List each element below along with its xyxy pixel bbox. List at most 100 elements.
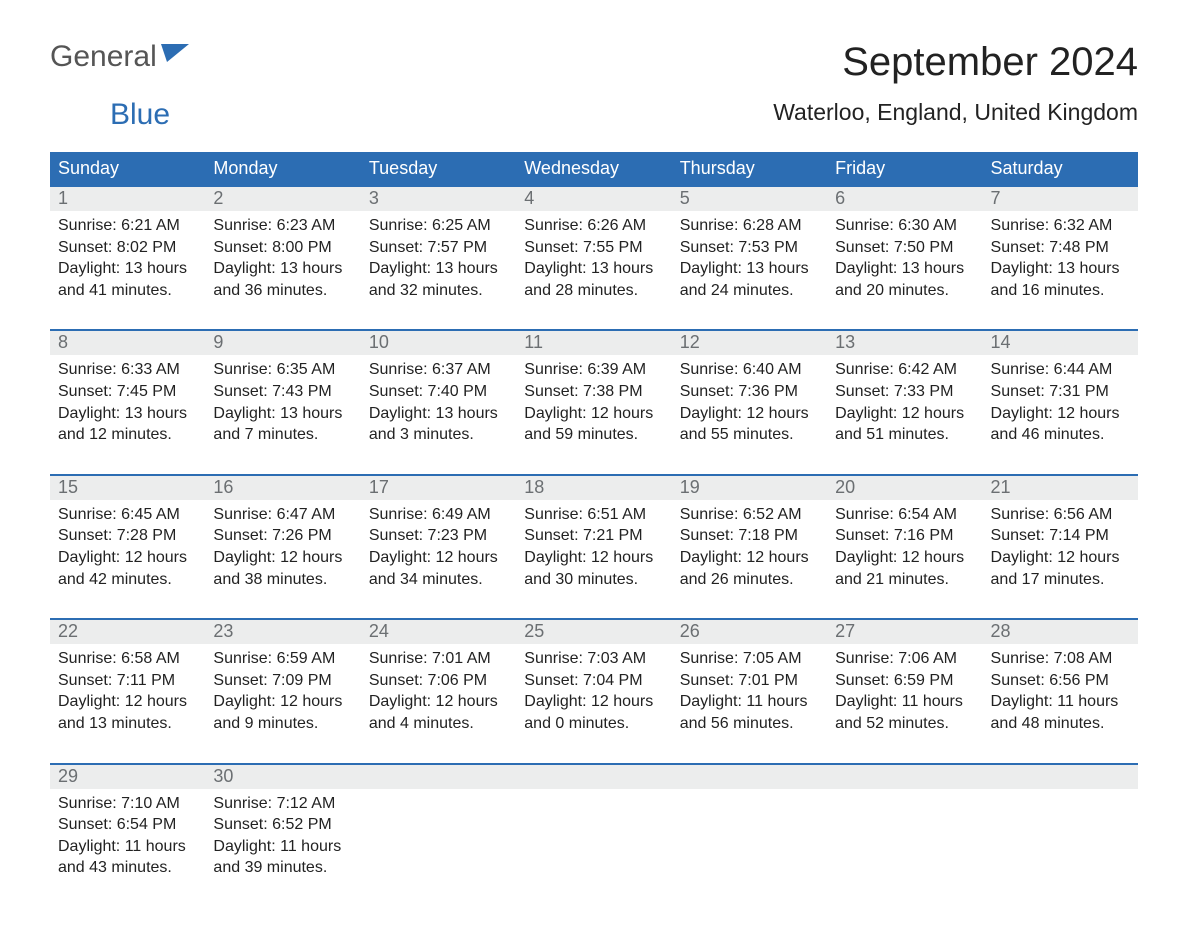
sunrise-text: Sunrise: 6:28 AM — [680, 215, 819, 237]
daylight-line2: and 43 minutes. — [58, 857, 197, 879]
day-body-cell: Sunrise: 6:35 AMSunset: 7:43 PMDaylight:… — [205, 355, 360, 474]
daylight-line1: Daylight: 12 hours — [369, 547, 508, 569]
day-number: 28 — [983, 620, 1138, 644]
sunset-text: Sunset: 7:04 PM — [524, 670, 663, 692]
day-body: Sunrise: 7:08 AMSunset: 6:56 PMDaylight:… — [983, 644, 1138, 762]
day-body-cell: Sunrise: 6:58 AMSunset: 7:11 PMDaylight:… — [50, 644, 205, 763]
day-cell: 9 — [205, 330, 360, 355]
day-cell: 24 — [361, 619, 516, 644]
sunrise-text: Sunrise: 6:25 AM — [369, 215, 508, 237]
day-number: 24 — [361, 620, 516, 644]
day-cell — [827, 764, 982, 789]
day-body-cell: Sunrise: 6:25 AMSunset: 7:57 PMDaylight:… — [361, 211, 516, 330]
sunset-text: Sunset: 7:09 PM — [213, 670, 352, 692]
day-cell: 30 — [205, 764, 360, 789]
day-body-cell: Sunrise: 6:59 AMSunset: 7:09 PMDaylight:… — [205, 644, 360, 763]
title-block: September 2024 Waterloo, England, United… — [773, 40, 1138, 138]
day-cell: 29 — [50, 764, 205, 789]
sunset-text: Sunset: 7:16 PM — [835, 525, 974, 547]
daylight-line2: and 42 minutes. — [58, 569, 197, 591]
sunrise-text: Sunrise: 6:47 AM — [213, 504, 352, 526]
day-body-cell: Sunrise: 6:47 AMSunset: 7:26 PMDaylight:… — [205, 500, 360, 619]
sunrise-text: Sunrise: 6:54 AM — [835, 504, 974, 526]
sunset-text: Sunset: 7:53 PM — [680, 237, 819, 259]
daylight-line1: Daylight: 13 hours — [991, 258, 1130, 280]
day-cell: 6 — [827, 186, 982, 211]
daylight-line2: and 30 minutes. — [524, 569, 663, 591]
day-body: Sunrise: 6:44 AMSunset: 7:31 PMDaylight:… — [983, 355, 1138, 473]
day-cell: 13 — [827, 330, 982, 355]
daylight-line1: Daylight: 13 hours — [369, 403, 508, 425]
day-body-cell — [516, 789, 671, 907]
day-header: Tuesday — [361, 152, 516, 186]
day-cell: 21 — [983, 475, 1138, 500]
week-daynum-row: 891011121314 — [50, 330, 1138, 355]
day-number — [827, 765, 982, 789]
sunset-text: Sunset: 8:02 PM — [58, 237, 197, 259]
daylight-line1: Daylight: 12 hours — [369, 691, 508, 713]
day-body-cell: Sunrise: 6:32 AMSunset: 7:48 PMDaylight:… — [983, 211, 1138, 330]
daylight-line1: Daylight: 12 hours — [680, 403, 819, 425]
sunrise-text: Sunrise: 6:35 AM — [213, 359, 352, 381]
day-body: Sunrise: 6:54 AMSunset: 7:16 PMDaylight:… — [827, 500, 982, 618]
day-body: Sunrise: 6:23 AMSunset: 8:00 PMDaylight:… — [205, 211, 360, 329]
day-body-cell: Sunrise: 6:21 AMSunset: 8:02 PMDaylight:… — [50, 211, 205, 330]
day-number: 9 — [205, 331, 360, 355]
day-body: Sunrise: 6:37 AMSunset: 7:40 PMDaylight:… — [361, 355, 516, 473]
day-body — [516, 789, 671, 849]
day-number: 3 — [361, 187, 516, 211]
day-body: Sunrise: 7:10 AMSunset: 6:54 PMDaylight:… — [50, 789, 205, 907]
day-cell: 12 — [672, 330, 827, 355]
day-body-cell: Sunrise: 6:28 AMSunset: 7:53 PMDaylight:… — [672, 211, 827, 330]
day-header: Wednesday — [516, 152, 671, 186]
day-cell: 18 — [516, 475, 671, 500]
day-number: 7 — [983, 187, 1138, 211]
daylight-line2: and 32 minutes. — [369, 280, 508, 302]
day-number: 26 — [672, 620, 827, 644]
sunset-text: Sunset: 7:01 PM — [680, 670, 819, 692]
logo: General — [50, 40, 197, 74]
day-number: 16 — [205, 476, 360, 500]
daylight-line2: and 7 minutes. — [213, 424, 352, 446]
day-cell: 23 — [205, 619, 360, 644]
day-number: 20 — [827, 476, 982, 500]
sunrise-text: Sunrise: 7:05 AM — [680, 648, 819, 670]
daylight-line2: and 52 minutes. — [835, 713, 974, 735]
day-cell: 4 — [516, 186, 671, 211]
daylight-line1: Daylight: 12 hours — [524, 547, 663, 569]
daylight-line1: Daylight: 11 hours — [991, 691, 1130, 713]
daylight-line2: and 13 minutes. — [58, 713, 197, 735]
day-number — [361, 765, 516, 789]
daylight-line1: Daylight: 12 hours — [991, 403, 1130, 425]
day-body-cell: Sunrise: 6:23 AMSunset: 8:00 PMDaylight:… — [205, 211, 360, 330]
sunset-text: Sunset: 7:48 PM — [991, 237, 1130, 259]
day-cell: 8 — [50, 330, 205, 355]
day-body-cell: Sunrise: 6:51 AMSunset: 7:21 PMDaylight:… — [516, 500, 671, 619]
day-body-cell: Sunrise: 6:40 AMSunset: 7:36 PMDaylight:… — [672, 355, 827, 474]
week-body-row: Sunrise: 6:21 AMSunset: 8:02 PMDaylight:… — [50, 211, 1138, 330]
day-cell: 17 — [361, 475, 516, 500]
day-body: Sunrise: 6:47 AMSunset: 7:26 PMDaylight:… — [205, 500, 360, 618]
sunrise-text: Sunrise: 6:40 AM — [680, 359, 819, 381]
sunset-text: Sunset: 7:40 PM — [369, 381, 508, 403]
day-header-row: Sunday Monday Tuesday Wednesday Thursday… — [50, 152, 1138, 186]
day-number: 5 — [672, 187, 827, 211]
day-number: 30 — [205, 765, 360, 789]
day-body: Sunrise: 6:59 AMSunset: 7:09 PMDaylight:… — [205, 644, 360, 762]
day-cell: 27 — [827, 619, 982, 644]
day-header: Saturday — [983, 152, 1138, 186]
sunrise-text: Sunrise: 6:59 AM — [213, 648, 352, 670]
day-body-cell — [672, 789, 827, 907]
day-cell — [361, 764, 516, 789]
day-body-cell: Sunrise: 6:56 AMSunset: 7:14 PMDaylight:… — [983, 500, 1138, 619]
day-number: 6 — [827, 187, 982, 211]
week-daynum-row: 1234567 — [50, 186, 1138, 211]
daylight-line1: Daylight: 12 hours — [835, 547, 974, 569]
day-cell: 25 — [516, 619, 671, 644]
week-body-row: Sunrise: 6:33 AMSunset: 7:45 PMDaylight:… — [50, 355, 1138, 474]
sunrise-text: Sunrise: 6:45 AM — [58, 504, 197, 526]
sunrise-text: Sunrise: 6:42 AM — [835, 359, 974, 381]
sunrise-text: Sunrise: 7:10 AM — [58, 793, 197, 815]
sunset-text: Sunset: 7:31 PM — [991, 381, 1130, 403]
day-body-cell: Sunrise: 6:30 AMSunset: 7:50 PMDaylight:… — [827, 211, 982, 330]
